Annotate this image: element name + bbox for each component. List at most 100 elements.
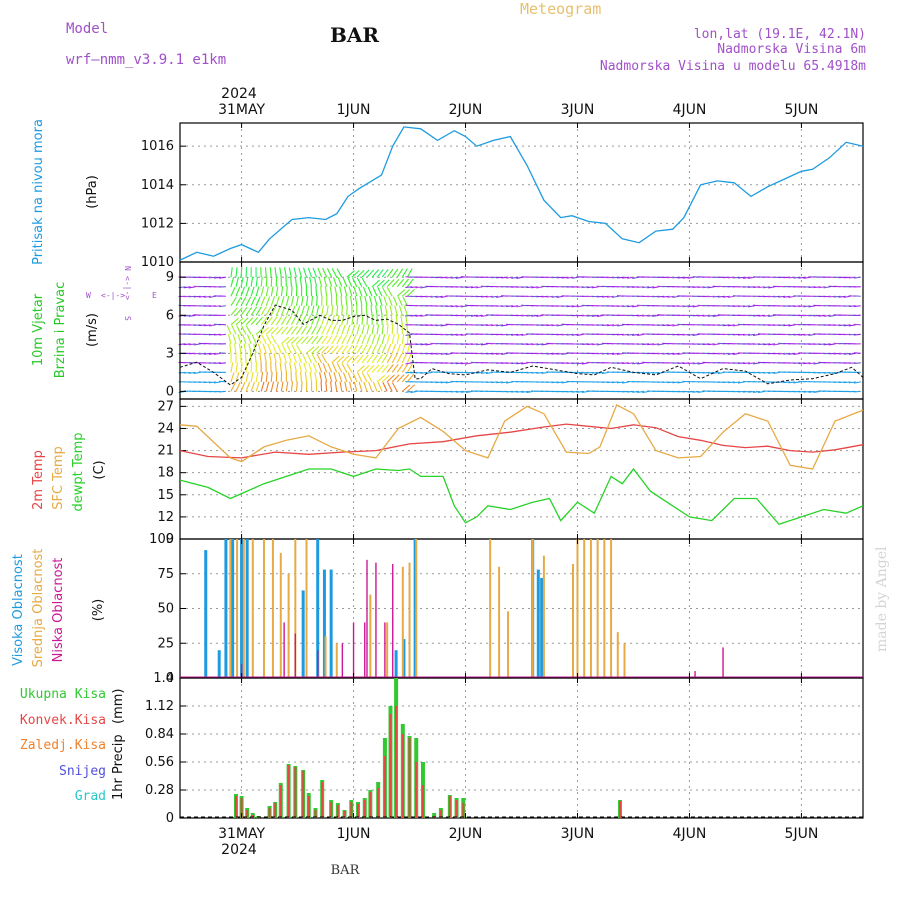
precip-bar-1 xyxy=(240,798,243,818)
wind-arrow xyxy=(420,371,428,374)
wind-arrow xyxy=(742,390,750,393)
wind-arrow xyxy=(430,295,438,298)
wind-arrow xyxy=(311,346,320,354)
cloud-bar-mid xyxy=(489,539,492,678)
wind-arrow xyxy=(325,381,328,392)
wind-arrow xyxy=(285,336,295,345)
wind-arrow xyxy=(391,278,400,288)
precip-bar-1 xyxy=(448,796,451,818)
wind-arrow xyxy=(536,286,544,289)
wind-arrow xyxy=(475,286,483,289)
wind-arrow xyxy=(768,295,776,298)
wind-arrow xyxy=(632,276,640,279)
wind-arrow xyxy=(672,295,680,298)
wind-arrow xyxy=(551,295,559,298)
wind-arrow xyxy=(778,324,786,327)
precip-y-ticks: 0 0.28 0.56 0.84 1.12 1.4 xyxy=(145,671,802,826)
wind-arrow xyxy=(304,276,308,287)
wind-arrow xyxy=(576,286,584,288)
cloud-bar-high xyxy=(402,639,406,678)
cloud-bar-mid xyxy=(603,539,606,678)
wind-arrow xyxy=(245,325,252,335)
cloud-bar-mid xyxy=(415,539,418,678)
wind-arrow xyxy=(601,295,609,298)
wind-arrow xyxy=(391,343,397,354)
wind-arrow xyxy=(274,267,277,278)
wind-arrow xyxy=(326,267,333,278)
cloud-bar-mid xyxy=(610,539,613,678)
temperature-series xyxy=(179,403,864,526)
wind-arrow xyxy=(440,381,448,384)
wind-arrow xyxy=(415,371,423,374)
wind-arrow xyxy=(236,325,242,335)
wind-arrow xyxy=(227,334,232,344)
precip-bar-1 xyxy=(279,785,282,818)
wind-arrow xyxy=(813,314,821,317)
wind-arrow xyxy=(336,334,343,345)
wind-arrow xyxy=(208,276,216,279)
wind-arrow xyxy=(371,279,380,288)
wind-arrow xyxy=(315,286,318,297)
wind-arrow xyxy=(798,362,806,365)
wind-arrow xyxy=(317,267,323,278)
wind-arrow xyxy=(702,371,710,374)
wind-arrow xyxy=(702,314,710,317)
wind-arrow xyxy=(450,362,458,365)
wind-arrow xyxy=(516,333,524,336)
wind-arrow xyxy=(556,295,564,298)
wind-arrow xyxy=(616,324,625,327)
date-label-3JUN: 3JUN xyxy=(561,102,595,118)
cloud-bar-mid xyxy=(616,632,619,678)
wind-arrow xyxy=(250,362,253,373)
wind-arrow xyxy=(440,276,448,279)
wind-arrow xyxy=(326,305,329,316)
wind-arrow xyxy=(376,324,380,335)
wind-arrow xyxy=(240,362,243,373)
wind-arrow xyxy=(270,296,276,306)
cloud-bar-high xyxy=(322,569,326,678)
wind-arrow xyxy=(752,333,761,337)
wind-arrow xyxy=(406,363,414,373)
wind-arrow xyxy=(581,343,589,345)
legend-freezing-rain: Zaledj.Kisa xyxy=(20,738,106,753)
wind-arrow xyxy=(606,324,614,327)
wind-arrow xyxy=(616,381,625,384)
wind-arrow xyxy=(298,362,303,373)
wind-arrow xyxy=(727,276,735,279)
wind-arrow xyxy=(381,279,390,288)
wind-arrow xyxy=(300,295,304,306)
wind-arrow xyxy=(366,354,374,364)
wind-arrow xyxy=(420,343,428,346)
wind-arrow xyxy=(352,372,358,383)
wind-arrow xyxy=(246,334,252,345)
precip-bar-0 xyxy=(432,813,437,818)
wind-arrow xyxy=(230,297,237,307)
wind-arrow xyxy=(285,305,291,316)
wind-arrow xyxy=(556,276,564,279)
wind-arrow xyxy=(280,326,289,335)
bottom-year-label: 2024 xyxy=(221,842,257,858)
wind-arrow xyxy=(717,371,725,375)
wind-arrow xyxy=(496,324,504,327)
wind-arrow xyxy=(244,352,247,363)
wind-arrow xyxy=(188,371,196,374)
wind-arrow xyxy=(737,381,745,384)
wind-arrow xyxy=(410,390,418,394)
wind-arrow xyxy=(637,286,645,289)
wind-arrow xyxy=(591,314,599,317)
wind-arrow xyxy=(311,305,315,316)
precip-bar-1 xyxy=(377,788,380,818)
wind-arrow xyxy=(406,353,412,364)
wind-arrow xyxy=(556,324,564,327)
cloud-bar-mid xyxy=(583,539,586,678)
cloud-bar-low xyxy=(352,622,355,678)
wind-arrow xyxy=(813,362,821,365)
wind-arrow xyxy=(394,305,398,316)
temp2m-ylabel: 2m Temp xyxy=(31,450,46,510)
wind-arrow xyxy=(662,324,670,327)
wind-arrow xyxy=(571,333,579,336)
wind-arrow xyxy=(331,324,337,335)
wind-arrow xyxy=(255,296,261,306)
wind-arrow xyxy=(327,362,333,373)
wind-arrow xyxy=(381,374,390,383)
